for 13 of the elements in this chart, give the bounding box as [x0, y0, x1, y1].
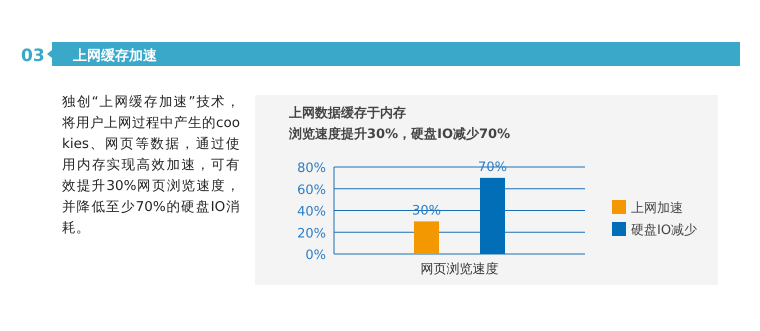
y-tick-label: 0%: [305, 248, 326, 263]
text: 03: [21, 46, 45, 66]
y-tick-label: 40%: [297, 204, 326, 220]
chart-subtitle: 浏览速度提升30%，硬盘IO减少70%: [288, 126, 510, 142]
legend-label: 上网加速: [631, 201, 683, 216]
y-tick-label: 20%: [297, 226, 326, 242]
legend-label: 硬盘IO减少: [631, 223, 698, 238]
y-tick-label: 60%: [297, 182, 326, 198]
x-tick-label: 网页浏览速度: [420, 261, 498, 277]
y-tick-label: 80%: [297, 161, 326, 176]
chart-title: 上网数据缓存于内存: [288, 105, 406, 121]
text: 独创“上网缓存加速”技术，将用户上网过程中产生的cookies、网页等数据，通过使用内存实现高效加速，可有效提升30%网页浏览速度，并降低至少70%的硬盘IO消耗。: [62, 93, 240, 238]
text: 上网缓存加速: [72, 48, 158, 64]
